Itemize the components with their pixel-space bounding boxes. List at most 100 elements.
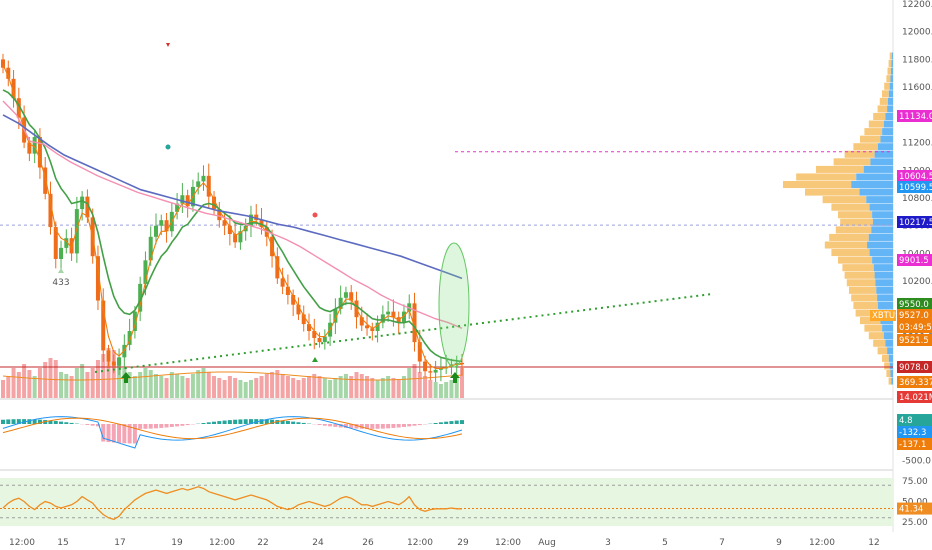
volume-bar [349,376,354,398]
volume-ma-line [2,371,463,381]
time-tick-label: 15 [57,538,68,548]
time-tick-label: 12:00 [407,538,433,548]
profile-bar-buy [889,362,893,370]
candle-body [201,175,206,182]
profile-bar-buy [887,105,893,113]
candle-body [185,195,190,207]
price-tag-text: 11134.0 [899,112,932,122]
profile-bar-sell [864,128,883,136]
highlight-ellipse [438,242,470,368]
profile-bar-sell [855,309,879,317]
volume-bar [222,380,227,398]
volume-bar [154,374,158,398]
price-tag-text: 10217.5 [899,218,932,228]
volume-bar [159,376,164,398]
volume-bar [90,368,95,398]
profile-bar-sell [831,203,870,211]
profile-bar-buy [869,203,893,211]
profile-bar-sell [835,226,872,234]
macd-tag-text: -132.3 [899,428,926,438]
macd-histogram-bar [148,424,153,429]
profile-bar-buy [882,324,893,332]
candle-body [217,209,222,221]
macd-histogram-bar [243,419,248,424]
macd-histogram-bar [101,424,106,442]
candle-body [111,361,116,366]
candle-body [222,220,227,226]
profile-bar-buy [882,128,893,136]
candle-body [11,78,16,99]
candle-body [349,292,354,301]
macd-histogram-bar [69,422,74,424]
macd-histogram-bar [180,424,185,426]
macd-line [2,416,463,449]
macd-histogram-bar [143,424,148,429]
candle-body [386,311,391,315]
volume-bar [143,368,148,398]
time-axis: 12:00 15 17 19 12:00 22 24 26 12:00 29 12:00 Aug 3 5 7… [9,538,880,548]
price-tick-label: 12000.0 [902,28,932,38]
volume-bar [111,350,116,398]
volume-bar [301,378,306,398]
macd-histogram-bar [227,420,232,424]
macd-histogram-bar [233,419,238,424]
candle-body [391,311,396,318]
candle-body [148,236,153,261]
profile-bar-buy [889,82,893,90]
candle-body [106,350,111,362]
price-tag-bg [897,361,932,373]
time-tick-label: 3 [605,538,611,548]
macd-histogram-bar [370,424,375,429]
dot-marker [312,212,318,218]
volume-bar [148,370,153,398]
profile-bar-buy [867,241,893,249]
candle-body [460,362,464,365]
candle-body [301,314,306,325]
volume-bar [206,372,211,398]
macd-histogram-bar [90,424,95,426]
profile-bar-buy [874,150,893,158]
profile-bar-buy [871,226,893,234]
rsi-value-tag-text: 41.34 [899,505,923,515]
profile-bar-sell [884,82,890,90]
volume-bar [69,376,74,398]
profile-bar-sell [796,173,857,181]
price-tag-text: 9078.0 [899,363,929,373]
macd-histogram-bar [333,424,338,427]
macd-histogram-bar [95,424,100,427]
volume-bar [175,374,180,398]
volume-bar [212,376,217,398]
macd-tag-text: -137.1 [899,440,926,450]
macd-histogram-bar [132,424,137,444]
symbol-tag-text: XBTUSD [872,311,907,321]
macd-histogram-bar [64,422,69,424]
profile-bar-buy [885,339,893,347]
candle-body [175,203,180,212]
volume-bar [74,368,79,398]
candle-body [206,175,211,197]
profile-bar-sell [840,218,873,226]
macd-histogram-bar [259,419,264,424]
profile-bar-buy [877,301,893,309]
price-tag-text: 03:49:53 [899,323,932,333]
profile-bar-buy [873,264,893,272]
volume-bar [190,374,195,398]
macd-histogram-bar [407,424,412,427]
sell-triangle-marker [166,43,170,47]
candle-body [180,195,185,204]
profile-bar-sell [838,211,873,219]
volume-bar [375,380,380,398]
profile-bar-buy [869,249,893,257]
macd-histogram-bar [433,422,438,424]
rsi-tick-label: 50.00 [902,498,928,508]
macd-histogram-bar [48,420,53,424]
price-tag-bg [897,309,932,321]
rsi-line [2,486,462,521]
price-tag-bg [897,391,932,403]
profile-bar-sell [882,354,889,362]
candle-body [69,238,74,254]
price-tag-bg [897,110,932,122]
profile-bar-buy [890,369,893,378]
volume-bar [59,372,64,398]
candle-body [248,214,253,226]
